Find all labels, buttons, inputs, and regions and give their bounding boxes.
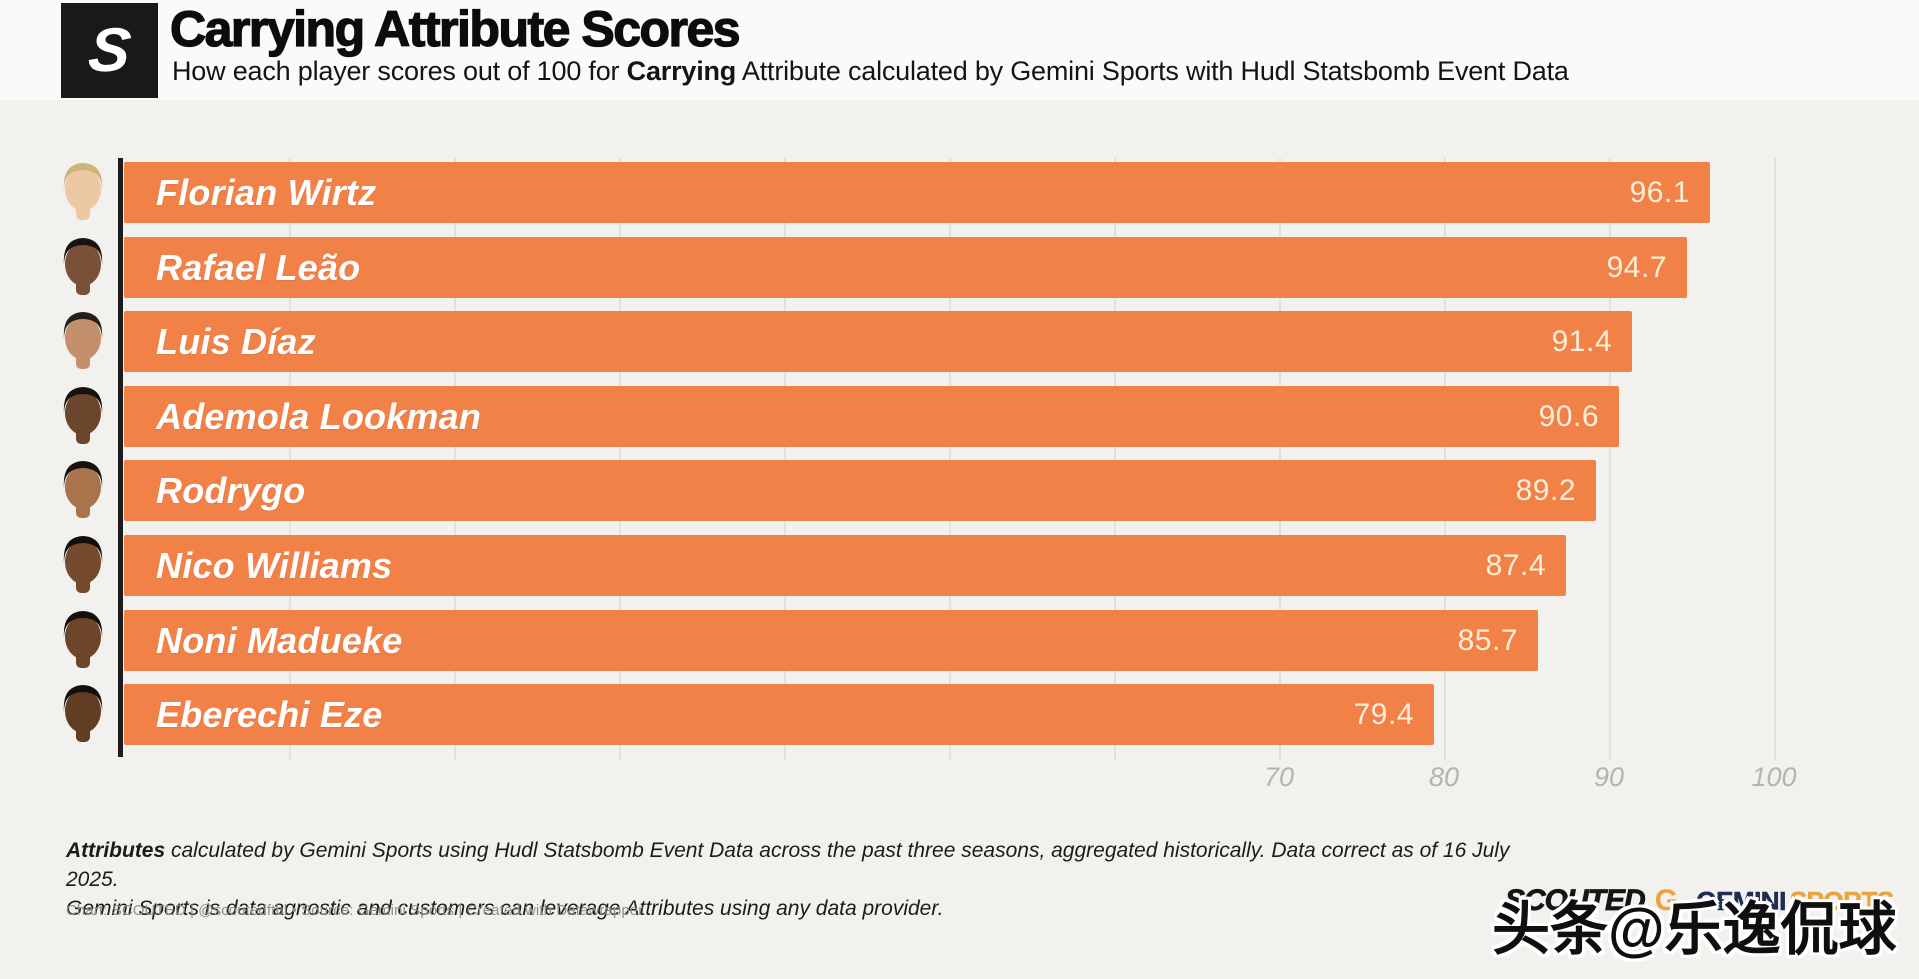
player-avatar xyxy=(50,380,116,457)
gemini-g-icon: G. xyxy=(1654,884,1687,917)
score-bar: Ademola Lookman 90.6 xyxy=(124,386,1619,447)
x-axis-tick-80: 80 xyxy=(1428,762,1460,792)
x-axis-tick-70: 70 xyxy=(1263,762,1295,792)
x-axis-tick-90: 90 xyxy=(1593,762,1625,792)
header: S Carrying Attribute Scores How each pla… xyxy=(0,0,1919,100)
player-name: Florian Wirtz xyxy=(156,171,377,213)
gridline-50 xyxy=(949,158,951,760)
player-name: Eberechi Eze xyxy=(156,693,383,735)
bar-value-label: 89.2 xyxy=(1515,473,1576,507)
subtitle-suffix: Attribute calculated by Gemini Sports wi… xyxy=(736,56,1569,86)
bar-value-label: 85.7 xyxy=(1457,623,1518,657)
cjk-watermark: 头条@乐逸侃球 xyxy=(1492,897,1897,962)
player-avatar xyxy=(50,156,116,233)
bar-row: Eberechi Eze 79.4 xyxy=(124,684,1434,745)
sports-wordmark: SPORTS xyxy=(1789,885,1895,916)
footnote-line-1: Attributes calculated by Gemini Sports u… xyxy=(66,836,1566,894)
chart-subtitle: How each player scores out of 100 for Ca… xyxy=(172,56,1569,87)
player-name: Luis Díaz xyxy=(156,320,316,362)
gridline-90 xyxy=(1609,158,1611,760)
score-bar: Rodrygo 89.2 xyxy=(124,460,1596,521)
score-bar: Noni Madueke 85.7 xyxy=(124,610,1538,671)
y-axis-line xyxy=(118,158,123,757)
score-bar: Florian Wirtz 96.1 xyxy=(124,162,1710,223)
player-name: Nico Williams xyxy=(156,544,393,586)
score-bar: Nico Williams 87.4 xyxy=(124,535,1566,596)
bar-row: Nico Williams 87.4 xyxy=(124,535,1566,596)
gridline-60 xyxy=(1114,158,1116,760)
bar-row: Noni Madueke 85.7 xyxy=(124,610,1538,671)
footnote-line-1-rest: calculated by Gemini Sports using Hudl S… xyxy=(66,839,1510,891)
player-name: Rodrygo xyxy=(156,469,306,511)
credit-line: Chart: SCOUTED | @scoutedftbl • Source: … xyxy=(66,902,644,919)
player-name: Rafael Leão xyxy=(156,246,361,288)
player-avatar xyxy=(50,231,116,308)
player-avatar xyxy=(50,305,116,382)
bar-value-label: 96.1 xyxy=(1629,175,1690,209)
bar-value-label: 87.4 xyxy=(1485,548,1546,582)
gridline-100 xyxy=(1774,158,1776,760)
gemini-wordmark: GEMINI xyxy=(1696,885,1787,916)
score-bar: Rafael Leão 94.7 xyxy=(124,237,1687,298)
gridline-80 xyxy=(1444,158,1446,760)
footnote: Attributes calculated by Gemini Sports u… xyxy=(66,836,1566,923)
bar-value-label: 94.7 xyxy=(1606,250,1667,284)
bar-value-label: 91.4 xyxy=(1551,324,1612,358)
subtitle-bold-word: Carrying xyxy=(626,56,737,86)
bar-row: Rodrygo 89.2 xyxy=(124,460,1596,521)
branding-logos: SCOUTED G. GEMINI SPORTS xyxy=(1505,884,1895,918)
gridline-40 xyxy=(784,158,786,760)
chart-title: Carrying Attribute Scores xyxy=(169,0,741,57)
player-name: Noni Madueke xyxy=(156,619,403,661)
gridline-30 xyxy=(619,158,621,760)
bar-row: Luis Díaz 91.4 xyxy=(124,311,1632,372)
gridline-10 xyxy=(289,158,291,760)
gridline-20 xyxy=(454,158,456,760)
x-axis-tick-100: 100 xyxy=(1751,762,1797,792)
bar-row: Rafael Leão 94.7 xyxy=(124,237,1687,298)
score-bar: Eberechi Eze 79.4 xyxy=(124,684,1434,745)
scouted-wordmark: SCOUTED xyxy=(1505,884,1646,918)
player-avatar xyxy=(50,454,116,531)
player-avatar xyxy=(50,678,116,755)
scouted-s-logo-icon: S xyxy=(61,3,158,98)
footnote-bold-word: Attributes xyxy=(66,839,166,862)
bar-value-label: 90.6 xyxy=(1538,399,1599,433)
score-bar: Luis Díaz 91.4 xyxy=(124,311,1632,372)
bar-row: Florian Wirtz 96.1 xyxy=(124,162,1710,223)
subtitle-prefix: How each player scores out of 100 for xyxy=(172,56,627,86)
footnote-line-2: Gemini Sports is data agnostic and custo… xyxy=(66,897,944,920)
bar-row: Ademola Lookman 90.6 xyxy=(124,386,1619,447)
player-avatar xyxy=(50,604,116,681)
player-name: Ademola Lookman xyxy=(156,395,482,437)
gridline-70 xyxy=(1279,158,1281,760)
bar-value-label: 79.4 xyxy=(1353,697,1414,731)
player-avatar xyxy=(50,529,116,606)
